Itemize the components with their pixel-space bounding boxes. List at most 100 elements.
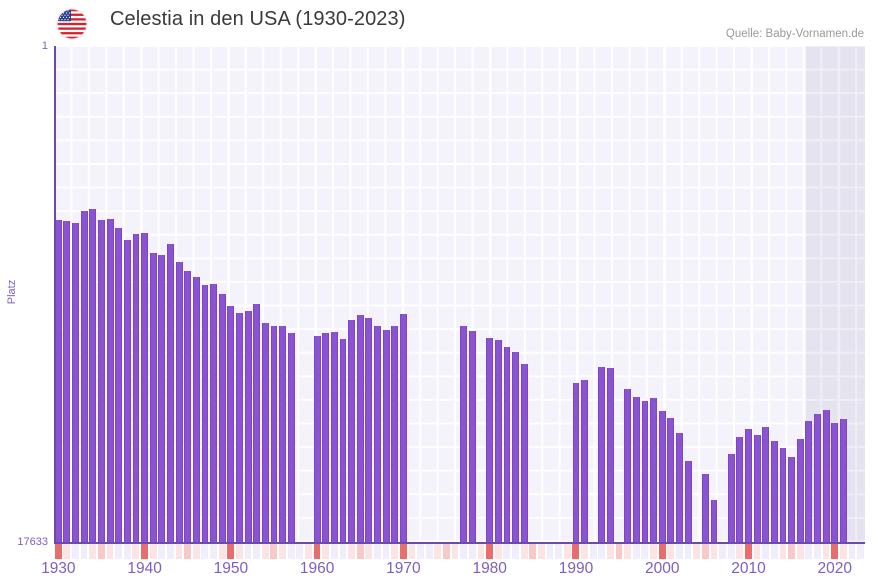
x-tick-cell — [218, 544, 226, 559]
x-tick-cell — [244, 544, 252, 559]
x-tick-cell — [641, 544, 649, 559]
bar — [727, 454, 735, 543]
x-axis-tick-label: 1940 — [127, 560, 162, 577]
x-tick-cell — [615, 544, 623, 559]
bar — [322, 332, 330, 543]
y-axis-tick-bottom: 17633 — [17, 536, 48, 548]
bar — [356, 314, 364, 543]
x-tick-cell — [658, 544, 666, 559]
bar — [598, 367, 606, 543]
bar — [348, 320, 356, 543]
x-tick-cell — [417, 544, 424, 559]
x-tick-cell — [106, 544, 114, 559]
x-axis-tick-strip — [54, 544, 865, 559]
bar — [736, 437, 744, 543]
x-tick-cell — [805, 544, 813, 559]
x-tick-cell — [503, 544, 511, 559]
x-tick-cell — [149, 544, 157, 559]
bar — [503, 347, 511, 543]
x-tick-cell — [235, 544, 243, 559]
x-tick-cell — [857, 544, 864, 559]
bar — [779, 448, 787, 543]
bar — [805, 420, 813, 543]
x-tick-cell — [762, 544, 770, 559]
bar — [132, 233, 140, 543]
x-tick-cell — [667, 544, 675, 559]
x-axis-tick-label: 1950 — [213, 560, 249, 577]
x-tick-cell — [494, 544, 502, 559]
bar — [520, 364, 528, 543]
x-tick-cell — [831, 544, 839, 559]
bar — [753, 435, 761, 543]
bar — [486, 338, 494, 543]
x-tick-cell — [814, 544, 821, 559]
x-tick-cell — [572, 544, 580, 559]
bar — [184, 271, 192, 543]
x-tick-cell — [201, 544, 209, 559]
bar — [624, 389, 632, 543]
x-tick-cell — [486, 544, 493, 559]
bar — [115, 227, 123, 543]
x-tick-cell — [305, 544, 312, 559]
bar — [244, 311, 252, 543]
bar — [149, 252, 157, 543]
x-tick-cell — [745, 544, 752, 559]
x-tick-cell — [322, 544, 330, 559]
x-tick-cell — [468, 544, 476, 559]
x-tick-cell — [158, 544, 166, 559]
bar — [399, 314, 407, 543]
bar — [641, 401, 649, 543]
bar — [287, 333, 295, 543]
bar — [227, 306, 235, 543]
x-tick-cell — [365, 544, 373, 559]
x-tick-cell — [339, 544, 347, 559]
x-tick-cell — [710, 544, 718, 559]
x-tick-cell — [675, 544, 683, 559]
x-tick-cell — [598, 544, 606, 559]
bar — [218, 293, 226, 543]
x-tick-cell — [399, 544, 407, 559]
bar — [701, 473, 709, 543]
x-tick-cell — [425, 544, 433, 559]
bar — [382, 329, 390, 543]
bar — [236, 313, 243, 543]
x-tick-cell — [555, 544, 563, 559]
us-flag-icon — [57, 9, 87, 39]
x-tick-cell — [72, 544, 79, 559]
bar — [261, 323, 269, 543]
bar — [141, 232, 149, 543]
bar — [814, 413, 821, 543]
x-tick-cell — [788, 544, 795, 559]
bar — [339, 338, 347, 543]
bar — [98, 220, 105, 543]
x-tick-cell — [684, 544, 692, 559]
bar — [210, 284, 218, 543]
bar — [460, 325, 468, 543]
x-tick-cell — [313, 544, 321, 559]
bar — [745, 429, 752, 543]
bar — [201, 284, 209, 543]
bar — [106, 219, 114, 543]
bar — [123, 240, 131, 543]
x-tick-cell — [123, 544, 131, 559]
x-tick-cell — [719, 544, 726, 559]
x-tick-cell — [632, 544, 640, 559]
x-tick-cell — [546, 544, 554, 559]
bar — [684, 460, 692, 543]
bar — [667, 418, 675, 543]
x-tick-cell — [166, 544, 174, 559]
x-tick-cell — [261, 544, 269, 559]
bar — [494, 339, 502, 543]
bar — [650, 397, 658, 543]
x-axis-tick-label: 1990 — [558, 560, 594, 577]
x-axis-tick-label: 1980 — [472, 560, 507, 577]
chart-header: Celestia in den USA (1930-2023) Quelle: … — [0, 0, 873, 46]
x-axis-tick-label: 2000 — [645, 560, 680, 577]
x-tick-cell — [356, 544, 364, 559]
x-tick-cell — [537, 544, 545, 559]
bar — [581, 380, 589, 543]
x-tick-cell — [512, 544, 519, 559]
x-tick-cell — [727, 544, 735, 559]
x-tick-cell — [175, 544, 183, 559]
x-tick-cell — [753, 544, 761, 559]
